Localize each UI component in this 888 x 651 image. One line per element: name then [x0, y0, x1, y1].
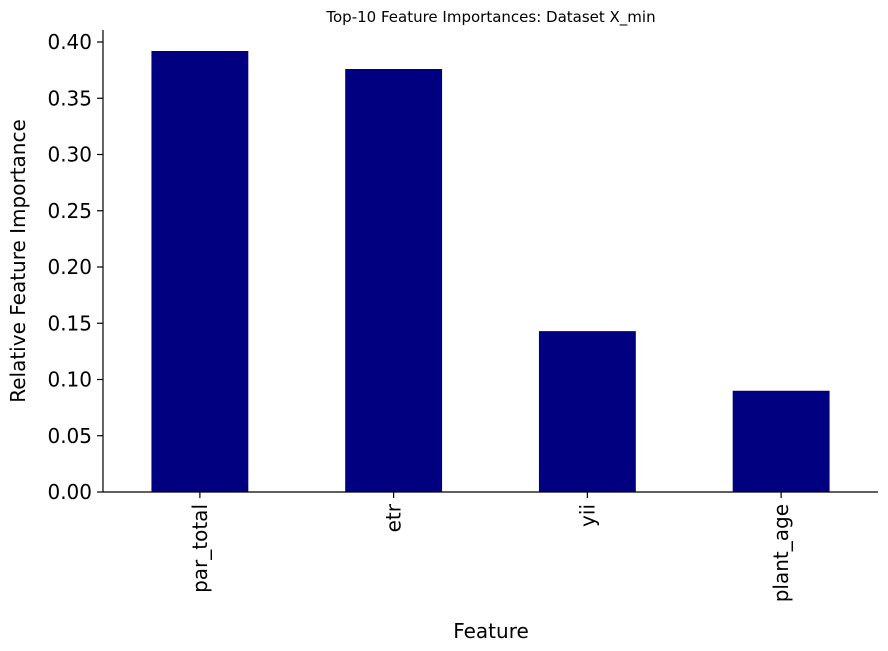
y-tick-label: 0.40 — [47, 30, 92, 54]
x-tick-label: etr — [382, 503, 406, 532]
x-axis-label: Feature — [453, 619, 529, 643]
bar-plant-age — [732, 390, 830, 492]
y-tick-label: 0.35 — [47, 86, 92, 110]
x-tick-label: yii — [575, 504, 599, 527]
plot-area — [151, 51, 830, 493]
x-axis: par_total etr yii plant_age — [188, 492, 793, 602]
bar-yii — [538, 331, 636, 493]
bar-par-total — [151, 51, 249, 492]
y-tick-label: 0.20 — [47, 255, 92, 279]
x-tick-label: plant_age — [769, 504, 793, 602]
y-tick-label: 0.25 — [47, 199, 92, 223]
y-tick-label: 0.10 — [47, 368, 92, 392]
y-axis-label: Relative Feature Importance — [6, 119, 30, 403]
bar-etr — [345, 69, 443, 492]
y-tick-label: 0.05 — [47, 424, 92, 448]
y-tick-label: 0.15 — [47, 311, 92, 335]
y-axis: 0.00 0.05 0.10 0.15 0.20 0.25 0.30 0.35 0.40 — [47, 30, 103, 504]
x-tick-label: par_total — [188, 504, 212, 593]
y-tick-label: 0.00 — [47, 480, 92, 504]
y-tick-label: 0.30 — [47, 143, 92, 167]
chart-title: Top-10 Feature Importances: Dataset X_mi… — [325, 8, 655, 27]
